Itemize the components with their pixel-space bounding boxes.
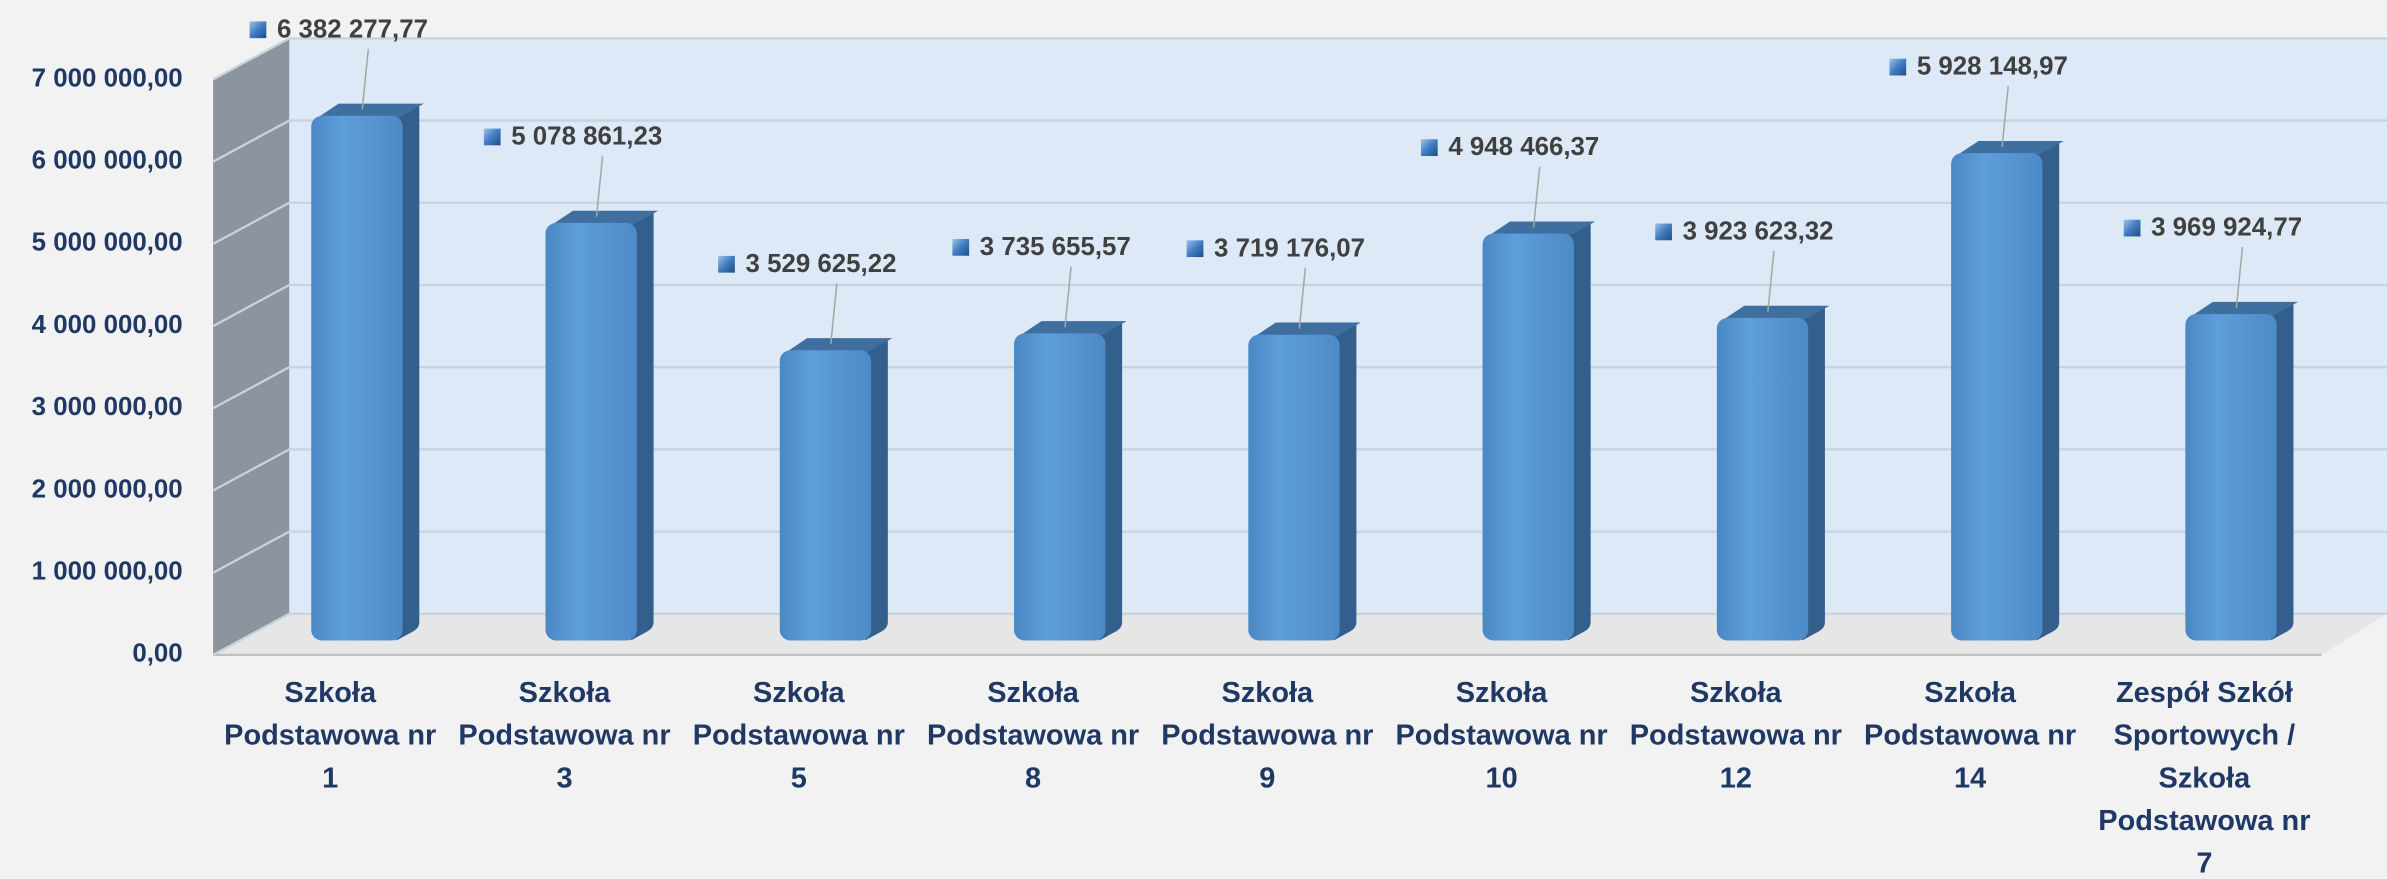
x-tick-label-box: Szkoła Podstawowa nr 3 [458, 677, 671, 795]
grid-line [212, 448, 2387, 492]
bar [311, 103, 424, 641]
grid-line [212, 612, 2387, 656]
label-marker [1186, 240, 1204, 258]
y-tick-label: 1 000 000,00 [32, 558, 183, 586]
bar-front [1951, 153, 2043, 641]
bar [1951, 140, 2064, 641]
bar [779, 338, 893, 641]
bar-top [315, 103, 424, 119]
bar-top [1721, 305, 1830, 321]
label-marker [2123, 219, 2141, 237]
label-marker [483, 128, 501, 146]
bar-top [1018, 321, 1127, 337]
label-marker [1655, 223, 1672, 241]
bar-front [2185, 314, 2277, 641]
bar-front [1716, 317, 1809, 641]
leader-line [830, 283, 838, 345]
x-tick-label: Szkoła Podstawowa nr 3 [458, 677, 671, 795]
y-tick-label: 4 000 000,00 [32, 311, 183, 339]
label-marker [952, 238, 970, 256]
x-tick-label: Zespół Szkół Sportowych / Szkoła Podstaw… [2098, 677, 2311, 879]
x-tick-label-box: Szkoła Podstawowa nr 12 [1629, 677, 1842, 795]
bar-front [1248, 334, 1340, 641]
y-tick-label: 3 000 000,00 [32, 393, 183, 421]
x-tick-label-box: Szkoła Podstawowa nr 5 [692, 677, 905, 795]
x-tick-label: Szkoła Podstawowa nr 10 [1395, 677, 1608, 795]
value-label: 3 529 625,22 [746, 250, 897, 278]
value-label: 3 923 623,32 [1683, 217, 1834, 245]
bar-top [784, 338, 893, 354]
y-tick-label: 6 000 000,00 [32, 147, 183, 175]
value-label: 4 948 466,37 [1448, 133, 1599, 161]
y-tick-label: 2 000 000,00 [32, 475, 183, 503]
bar-front [1014, 333, 1106, 641]
leader-line [361, 48, 370, 110]
grid [212, 37, 2387, 656]
bar [2185, 301, 2299, 641]
value-label: 5 928 148,97 [1917, 53, 2068, 81]
bar [1482, 221, 1596, 641]
side-wall [213, 38, 290, 655]
value-label: 3 969 924,77 [2151, 214, 2302, 242]
value-label: 5 078 861,23 [511, 123, 662, 151]
bar-top [2189, 301, 2299, 318]
bar-front [779, 350, 872, 641]
bar-top [1955, 140, 2064, 157]
label-marker [249, 21, 267, 39]
x-tick-label: Szkoła Podstawowa nr 1 [224, 677, 437, 795]
y-tick-label: 5 000 000,00 [32, 229, 183, 257]
bar-top [550, 210, 659, 226]
leader-line [1298, 267, 1307, 329]
grid-line [212, 366, 2387, 410]
bar [1248, 322, 1361, 641]
leader-line [1532, 166, 1541, 228]
x-tick-label-box: Szkoła Podstawowa nr 9 [1161, 677, 1374, 795]
label-marker [718, 255, 735, 273]
grid-line [212, 283, 2387, 328]
x-tick-label: Szkoła Podstawowa nr 14 [1864, 677, 2077, 795]
leader-line [2001, 86, 2009, 148]
grid-line [212, 37, 2387, 81]
value-label: 3 719 176,07 [1214, 234, 1365, 262]
grid-line [212, 530, 2387, 574]
leader-line [595, 155, 604, 217]
bar-front [545, 222, 637, 641]
grid-line [212, 201, 2387, 245]
bars: 6 382 277,77 5 078 861,23 3 529 625,22 3 73… [249, 15, 2302, 641]
x-tick-label-box: Szkoła Podstawowa nr 14 [1864, 677, 2077, 795]
bar [1014, 321, 1127, 641]
bar [1716, 305, 1830, 641]
bar-top [1487, 221, 1596, 237]
x-tick-label: Szkoła Podstawowa nr 12 [1629, 677, 1842, 795]
x-tick-label-box: Szkoła Podstawowa nr 8 [926, 677, 1140, 795]
bar-front [311, 115, 403, 641]
leader-line [1767, 250, 1775, 312]
x-tick-label-box: Szkoła Podstawowa nr 10 [1395, 677, 1608, 795]
leader-line [2235, 247, 2244, 309]
label-marker [1420, 139, 1438, 157]
grid-line [212, 119, 2387, 163]
x-tick-label-box: Szkoła Podstawowa nr 1 [224, 677, 437, 795]
leader-line [1064, 266, 1072, 328]
y-tick-label: 0,00 [132, 640, 182, 668]
bar-front [1482, 233, 1574, 641]
x-tick-label: Szkoła Podstawowa nr 9 [1161, 677, 1374, 795]
bar-top [1252, 322, 1361, 338]
y-tick-label: 7 000 000,00 [32, 64, 183, 92]
x-tick-label-box: Zespół Szkół Sportowych / Szkoła Podstaw… [2098, 677, 2311, 879]
x-tick-label: Szkoła Podstawowa nr 5 [692, 677, 905, 795]
bar [545, 210, 659, 641]
label-marker [1889, 58, 1907, 76]
value-label: 6 382 277,77 [277, 15, 428, 43]
value-label: 3 735 655,57 [980, 233, 1131, 261]
x-tick-label: Szkoła Podstawowa nr 8 [926, 677, 1140, 795]
